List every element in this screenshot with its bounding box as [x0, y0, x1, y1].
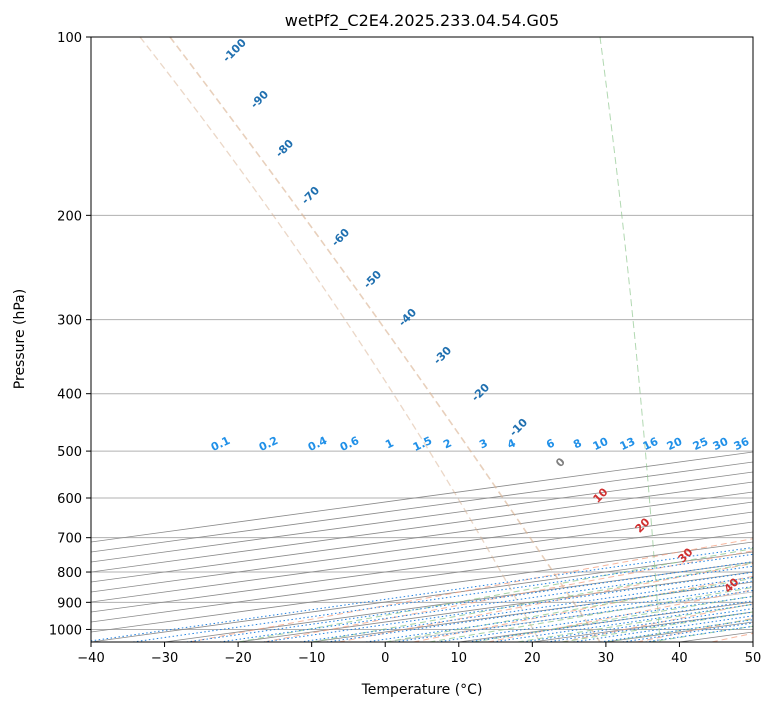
- isotherm-line: [91, 481, 753, 573]
- x-tick-label: −40: [77, 651, 104, 666]
- mixing-ratio-label: 25: [691, 435, 710, 453]
- moist-adiabat-line: [429, 586, 753, 642]
- mixing-ratio-label: 36: [732, 435, 752, 453]
- y-tick-label: 800: [57, 566, 82, 581]
- y-tick-label: 400: [57, 388, 82, 403]
- dry-adiabat-line: [338, 562, 753, 642]
- x-tick-label: −30: [151, 651, 178, 666]
- y-tick-label: 300: [57, 314, 82, 329]
- x-tick-label: 30: [598, 651, 615, 666]
- x-axis-ticks: −40 −30 −20 −10 0 10 20 30 40 50: [77, 642, 761, 666]
- mixing-ratio-line: [436, 595, 753, 642]
- y-tick-label: 100: [57, 31, 82, 46]
- x-tick-label: 50: [745, 651, 762, 666]
- curved-guide-lines: [139, 37, 661, 642]
- mixing-ratio-line: [186, 561, 753, 642]
- mixing-ratio-label: 10: [591, 435, 611, 453]
- isotherm-line: [91, 511, 753, 603]
- isotherm-line: [91, 461, 753, 553]
- dry-adiabat-line: [413, 575, 753, 642]
- x-tick-label: 0: [381, 651, 389, 666]
- x-tick-label: 40: [671, 651, 688, 666]
- y-axis-label: Pressure (hPa): [12, 289, 28, 389]
- y-tick-label: 700: [57, 532, 82, 547]
- isotherm-line: [91, 491, 753, 583]
- curved-guide-line: [139, 37, 541, 642]
- isotherm-line: [91, 501, 753, 593]
- mixing-ratio-label: 30: [711, 435, 731, 453]
- mixing-ratio-label: 20: [665, 435, 685, 453]
- mixing-ratio-label: 16: [641, 435, 661, 453]
- mixing-ratio-line: [394, 590, 753, 642]
- x-tick-label: −10: [298, 651, 325, 666]
- plot-frame: [90, 36, 754, 643]
- moist-adiabat-line: [311, 562, 753, 642]
- y-tick-label: 500: [57, 445, 82, 460]
- isotherm-line: [91, 451, 753, 543]
- mixing-ratio-line: [492, 603, 753, 642]
- dry-adiabat-lines: [189, 538, 753, 642]
- mixing-ratio-line: [467, 600, 753, 642]
- y-axis-ticks: 100 200 300 400 500 600 700 800 900 1000: [49, 31, 91, 638]
- curved-guide-line: [599, 37, 661, 642]
- y-tick-label: 600: [57, 492, 82, 507]
- x-tick-label: −20: [224, 651, 251, 666]
- x-tick-label: 20: [524, 651, 541, 666]
- isotherm-line: [91, 471, 753, 563]
- isotherm-lines: [91, 451, 753, 642]
- curved-guide-line: [169, 37, 601, 642]
- mixing-ratio-lines: [91, 546, 753, 642]
- mixing-ratio-line: [91, 546, 753, 642]
- x-axis-label: Temperature (°C): [361, 682, 483, 698]
- moist-adiabat-line: [473, 595, 753, 642]
- y-tick-label: 900: [57, 596, 82, 611]
- isotherm-line: [91, 521, 753, 613]
- y-tick-label: 200: [57, 209, 82, 224]
- dry-adiabat-line: [189, 538, 753, 642]
- x-tick-label: 10: [451, 651, 468, 666]
- isotherm-line: [91, 531, 753, 623]
- mixing-ratio-label: 13: [618, 435, 637, 453]
- chart-title: wetPf2_C2E4.2025.233.04.54.G05: [285, 11, 559, 31]
- pressure-gridlines: [91, 37, 753, 630]
- y-tick-label: 1000: [49, 623, 82, 638]
